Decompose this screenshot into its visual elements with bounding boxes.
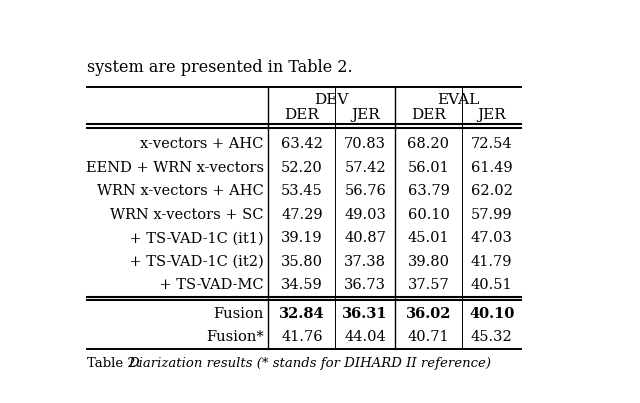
Text: 56.01: 56.01 bbox=[408, 160, 449, 174]
Text: 35.80: 35.80 bbox=[281, 255, 323, 269]
Text: + TS-VAD-1C (it1): + TS-VAD-1C (it1) bbox=[111, 231, 264, 245]
Text: JER: JER bbox=[477, 108, 506, 122]
Text: WRN x-vectors + AHC: WRN x-vectors + AHC bbox=[97, 184, 264, 198]
Text: 72.54: 72.54 bbox=[471, 137, 513, 151]
Text: 68.20: 68.20 bbox=[408, 137, 449, 151]
Text: x-vectors + AHC: x-vectors + AHC bbox=[140, 137, 264, 151]
Text: 32.84: 32.84 bbox=[279, 307, 324, 321]
Text: + TS-VAD-1C (it2): + TS-VAD-1C (it2) bbox=[111, 255, 264, 269]
Text: 61.49: 61.49 bbox=[471, 160, 513, 174]
Text: 56.76: 56.76 bbox=[344, 184, 386, 198]
Text: DEV: DEV bbox=[314, 93, 349, 106]
Text: 34.59: 34.59 bbox=[281, 278, 323, 293]
Text: 47.29: 47.29 bbox=[281, 208, 323, 222]
Text: 45.32: 45.32 bbox=[471, 330, 513, 344]
Text: 53.45: 53.45 bbox=[281, 184, 323, 198]
Text: system are presented in Table 2.: system are presented in Table 2. bbox=[88, 59, 353, 76]
Text: 60.10: 60.10 bbox=[408, 208, 449, 222]
Text: 70.83: 70.83 bbox=[344, 137, 386, 151]
Text: WRN x-vectors + SC: WRN x-vectors + SC bbox=[110, 208, 264, 222]
Text: 57.99: 57.99 bbox=[471, 208, 513, 222]
Text: Table 2:: Table 2: bbox=[88, 357, 145, 370]
Text: 36.02: 36.02 bbox=[406, 307, 451, 321]
Text: 62.02: 62.02 bbox=[471, 184, 513, 198]
Text: 40.87: 40.87 bbox=[344, 231, 386, 245]
Text: 40.71: 40.71 bbox=[408, 330, 449, 344]
Text: 52.20: 52.20 bbox=[281, 160, 323, 174]
Text: DER: DER bbox=[285, 108, 319, 122]
Text: 57.42: 57.42 bbox=[344, 160, 386, 174]
Text: 49.03: 49.03 bbox=[344, 208, 386, 222]
Text: Fusion*: Fusion* bbox=[206, 330, 264, 344]
Text: 36.73: 36.73 bbox=[344, 278, 386, 293]
Text: 40.51: 40.51 bbox=[471, 278, 513, 293]
Text: 39.19: 39.19 bbox=[281, 231, 323, 245]
Text: 37.57: 37.57 bbox=[408, 278, 449, 293]
Text: 40.10: 40.10 bbox=[469, 307, 515, 321]
Text: 37.38: 37.38 bbox=[344, 255, 386, 269]
Text: 63.42: 63.42 bbox=[281, 137, 323, 151]
Text: 36.31: 36.31 bbox=[342, 307, 388, 321]
Text: 45.01: 45.01 bbox=[408, 231, 449, 245]
Text: 41.76: 41.76 bbox=[281, 330, 323, 344]
Text: DER: DER bbox=[411, 108, 446, 122]
Text: JER: JER bbox=[351, 108, 380, 122]
Text: Diarization results (* stands for DIHARD II reference): Diarization results (* stands for DIHARD… bbox=[129, 357, 492, 370]
Text: 39.80: 39.80 bbox=[408, 255, 449, 269]
Text: 47.03: 47.03 bbox=[471, 231, 513, 245]
Text: 41.79: 41.79 bbox=[471, 255, 513, 269]
Text: 63.79: 63.79 bbox=[408, 184, 449, 198]
Text: 44.04: 44.04 bbox=[344, 330, 386, 344]
Text: EEND + WRN x-vectors: EEND + WRN x-vectors bbox=[86, 160, 264, 174]
Text: Fusion: Fusion bbox=[213, 307, 264, 321]
Text: + TS-VAD-MC: + TS-VAD-MC bbox=[141, 278, 264, 293]
Text: EVAL: EVAL bbox=[437, 93, 479, 106]
